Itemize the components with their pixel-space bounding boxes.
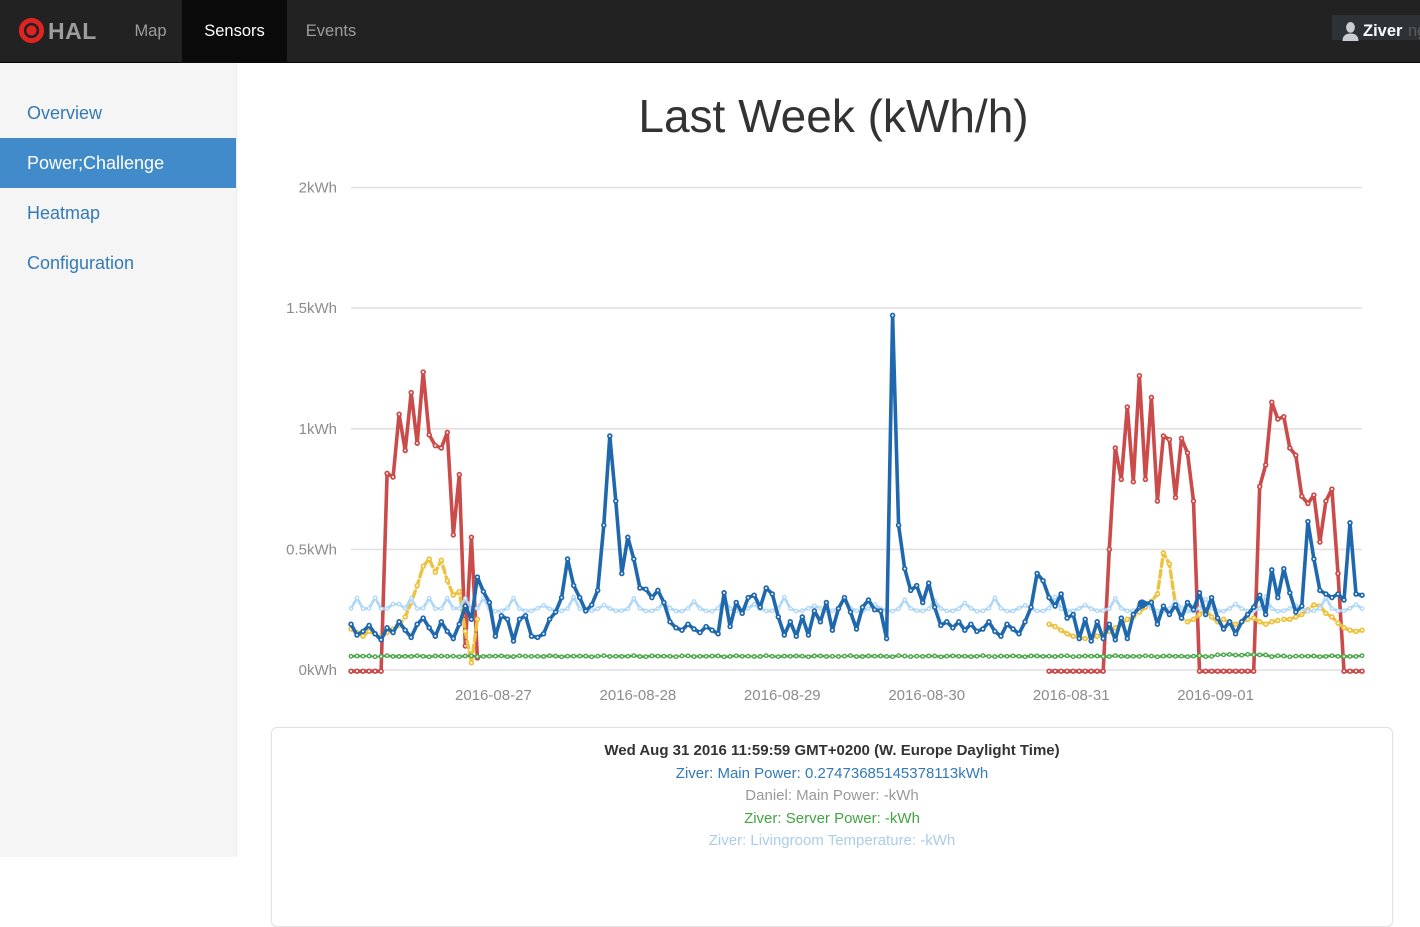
svg-text:0kWh: 0kWh bbox=[299, 662, 337, 679]
svg-text:2016-08-27: 2016-08-27 bbox=[455, 687, 532, 704]
svg-text:1kWh: 1kWh bbox=[299, 421, 337, 438]
svg-text:1.5kWh: 1.5kWh bbox=[286, 300, 337, 317]
svg-text:2016-09-01: 2016-09-01 bbox=[1177, 687, 1254, 704]
svg-text:2016-08-28: 2016-08-28 bbox=[600, 687, 677, 704]
svg-text:2016-08-30: 2016-08-30 bbox=[888, 687, 965, 704]
svg-text:2016-08-31: 2016-08-31 bbox=[1033, 687, 1110, 704]
svg-text:2kWh: 2kWh bbox=[299, 180, 337, 197]
svg-text:0.5kWh: 0.5kWh bbox=[286, 541, 337, 558]
svg-text:2016-08-29: 2016-08-29 bbox=[744, 687, 821, 704]
